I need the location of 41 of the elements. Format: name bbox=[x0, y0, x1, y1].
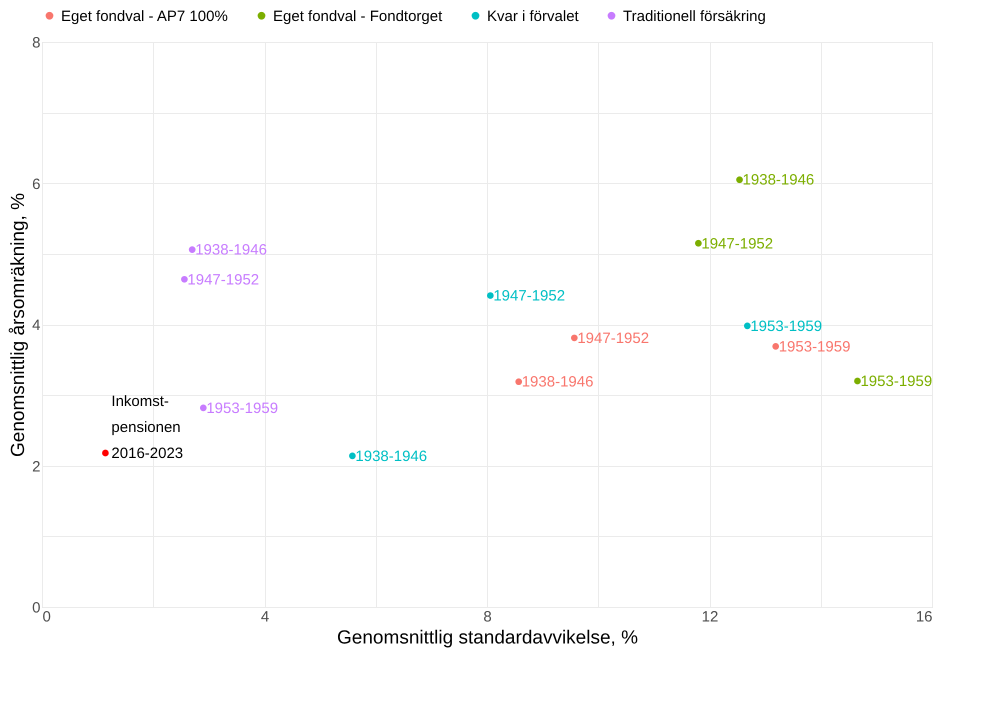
data-label: 1947-1952 bbox=[577, 330, 650, 347]
x-tick-label: 0 bbox=[42, 608, 51, 626]
point bbox=[188, 246, 196, 253]
point bbox=[570, 334, 578, 342]
point bbox=[744, 322, 751, 330]
point bbox=[695, 240, 702, 247]
point bbox=[772, 343, 780, 350]
point bbox=[854, 378, 861, 384]
data-label: 1938-1946 bbox=[355, 448, 428, 465]
data-label: 1953-1959 bbox=[750, 318, 822, 335]
data-label: 1953-1959 bbox=[860, 373, 932, 390]
y-tick-label: 2 bbox=[32, 458, 40, 476]
y-tick-label: 4 bbox=[32, 317, 40, 334]
data-label: 1947-1952 bbox=[701, 235, 774, 252]
y-tick-label: 8 bbox=[32, 34, 40, 52]
point bbox=[181, 276, 188, 283]
x-tick-label: 4 bbox=[260, 608, 270, 626]
x-tick-label: 8 bbox=[483, 608, 492, 626]
legend-label: Eget fondval - Fondtorget bbox=[273, 8, 444, 25]
data-label: 1947-1952 bbox=[187, 271, 260, 288]
data-label: 1953-1959 bbox=[778, 338, 850, 356]
data-label: 1938-1946 bbox=[742, 172, 814, 189]
legend-label: Traditionell försäkring bbox=[623, 8, 766, 25]
data-label: 1947-1952 bbox=[493, 288, 566, 305]
x-tick-label: 16 bbox=[916, 608, 932, 626]
data-label: 1953-1959 bbox=[206, 400, 278, 417]
point bbox=[200, 404, 207, 412]
y-axis-title: Genomsnittlig årsomräkning, % bbox=[8, 192, 30, 457]
x-axis-title: Genomsnittlig standardavvikelse, % bbox=[337, 628, 638, 648]
annotation: Inkomst- pensionen 2016-2023 bbox=[111, 393, 184, 462]
legend-label: Eget fondval - AP7 100% bbox=[61, 8, 228, 25]
point bbox=[349, 452, 356, 460]
x-tick-label: 12 bbox=[702, 608, 718, 626]
point bbox=[515, 378, 522, 386]
legend-label: Kvar i förvalet bbox=[487, 8, 580, 25]
y-tick-label: 6 bbox=[32, 176, 40, 193]
point bbox=[102, 450, 109, 456]
data-label: 1938-1946 bbox=[522, 374, 594, 391]
point bbox=[486, 292, 494, 299]
point bbox=[736, 176, 743, 184]
data-label: 1938-1946 bbox=[195, 242, 267, 259]
